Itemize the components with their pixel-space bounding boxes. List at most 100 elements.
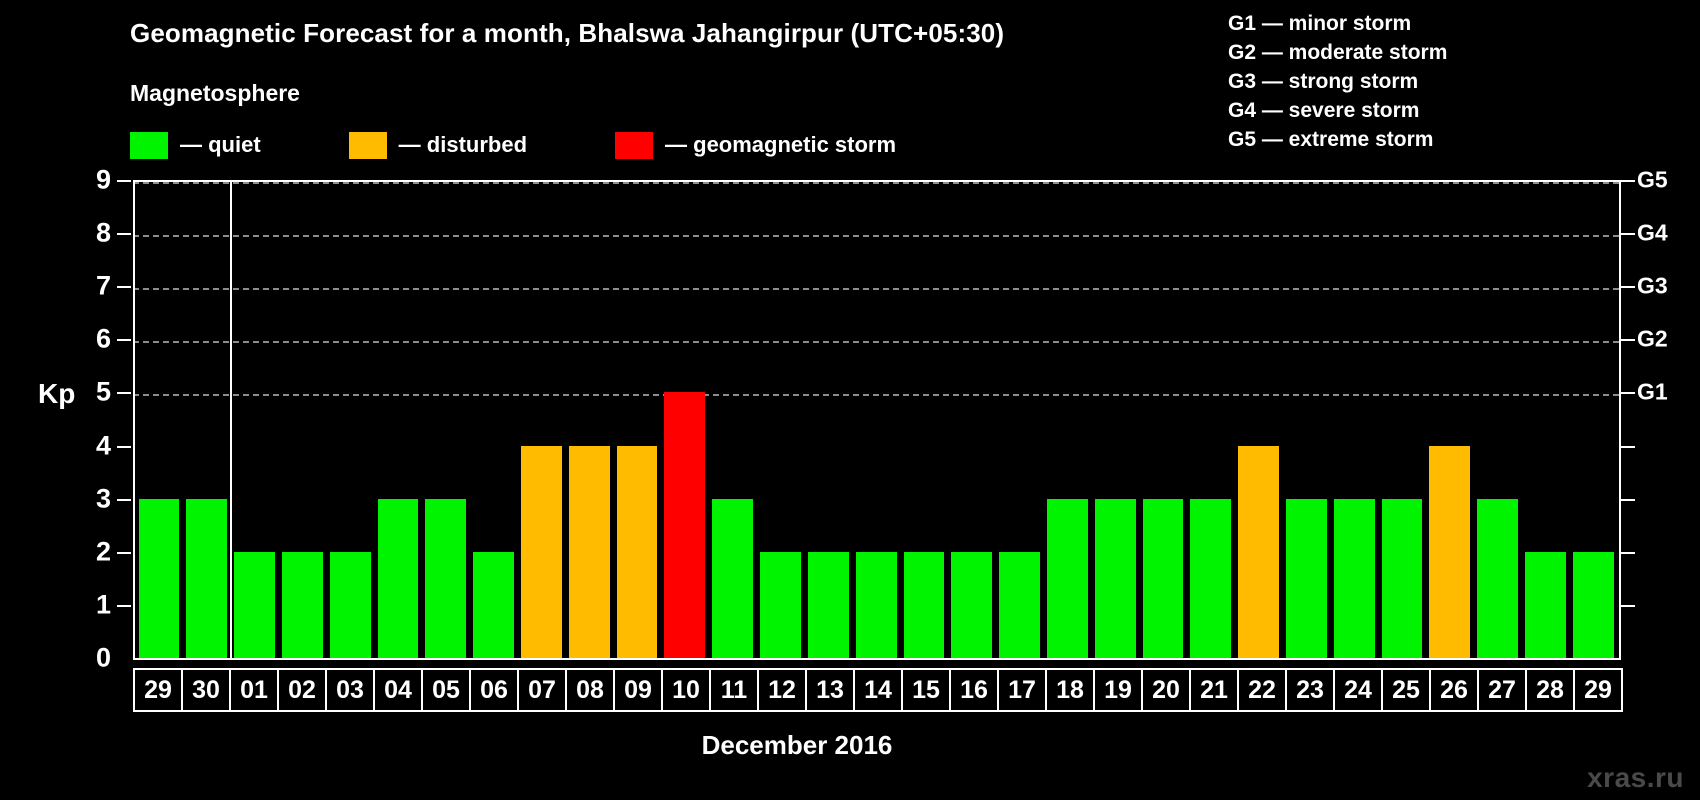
bar-cell[interactable]: [900, 182, 948, 658]
bar-14[interactable]: [855, 551, 897, 658]
date-label-13[interactable]: 12: [757, 668, 807, 712]
bar-cell[interactable]: [183, 182, 231, 658]
bar-cell[interactable]: [1139, 182, 1187, 658]
bar-05[interactable]: [425, 498, 467, 658]
bar-cell[interactable]: [470, 182, 518, 658]
g-axis-label-g5: G5: [1637, 166, 1668, 193]
bar-12[interactable]: [760, 551, 801, 658]
date-label-7[interactable]: 06: [469, 668, 519, 712]
date-label-15[interactable]: 14: [853, 668, 903, 712]
bar-cell[interactable]: [1522, 182, 1570, 658]
bar-01[interactable]: [234, 551, 275, 658]
bar-cell[interactable]: [231, 182, 279, 658]
bar-cell[interactable]: [565, 182, 613, 658]
bar-cell[interactable]: [374, 182, 422, 658]
bar-cell[interactable]: [852, 182, 900, 658]
bar-cell[interactable]: [1043, 182, 1091, 658]
date-label-25[interactable]: 24: [1333, 668, 1383, 712]
bar-cell[interactable]: [996, 182, 1044, 658]
bar-29[interactable]: [138, 498, 180, 658]
bar-16[interactable]: [951, 551, 993, 658]
bar-cell[interactable]: [757, 182, 805, 658]
bar-cell[interactable]: [518, 182, 566, 658]
bar-cell[interactable]: [613, 182, 661, 658]
date-label-12[interactable]: 11: [709, 668, 759, 712]
date-label-20[interactable]: 19: [1093, 668, 1143, 712]
date-label-26[interactable]: 25: [1381, 668, 1431, 712]
date-label-21[interactable]: 20: [1141, 668, 1191, 712]
date-label-9[interactable]: 08: [565, 668, 615, 712]
bar-cell[interactable]: [1378, 182, 1426, 658]
bar-11[interactable]: [712, 498, 754, 658]
bar-03[interactable]: [329, 551, 371, 658]
bar-08[interactable]: [568, 445, 610, 658]
bar-cell[interactable]: [1330, 182, 1378, 658]
bar-27[interactable]: [1477, 498, 1519, 658]
bar-25[interactable]: [1381, 498, 1423, 658]
bar-cell[interactable]: [948, 182, 996, 658]
date-label-22[interactable]: 21: [1189, 668, 1239, 712]
date-label-1[interactable]: 30: [181, 668, 231, 712]
date-label-10[interactable]: 09: [613, 668, 663, 712]
date-label-14[interactable]: 13: [805, 668, 855, 712]
date-label-8[interactable]: 07: [517, 668, 567, 712]
bar-04[interactable]: [377, 498, 419, 658]
g-scale-line-g4: G4 — severe storm: [1228, 98, 1420, 122]
bar-cell[interactable]: [278, 182, 326, 658]
bar-26[interactable]: [1429, 445, 1471, 658]
date-label-16[interactable]: 15: [901, 668, 951, 712]
g-axis: G5 G4 G3 G2 G1: [1621, 167, 1700, 662]
date-label-0[interactable]: 29: [133, 668, 183, 712]
bar-30[interactable]: [186, 498, 228, 658]
bar-cell[interactable]: [709, 182, 757, 658]
date-label-4[interactable]: 03: [325, 668, 375, 712]
bar-15[interactable]: [903, 551, 945, 658]
bar-02[interactable]: [281, 551, 323, 658]
plot-area: [133, 180, 1621, 660]
bar-09[interactable]: [616, 445, 658, 658]
date-label-24[interactable]: 23: [1285, 668, 1335, 712]
date-label-11[interactable]: 10: [661, 668, 711, 712]
date-label-28[interactable]: 27: [1477, 668, 1527, 712]
bar-cell[interactable]: [1091, 182, 1139, 658]
bar-cell[interactable]: [1283, 182, 1331, 658]
bar-23[interactable]: [1286, 498, 1327, 658]
date-label-30[interactable]: 29: [1573, 668, 1623, 712]
bar-cell[interactable]: [661, 182, 709, 658]
bar-cell[interactable]: [1187, 182, 1235, 658]
bar-28[interactable]: [1525, 551, 1566, 658]
bar-18[interactable]: [1046, 498, 1088, 658]
bar-cell[interactable]: [422, 182, 470, 658]
bar-17[interactable]: [999, 551, 1040, 658]
bar-cell[interactable]: [1235, 182, 1283, 658]
bar-19[interactable]: [1094, 498, 1136, 658]
bar-13[interactable]: [807, 551, 849, 658]
bar-cell[interactable]: [804, 182, 852, 658]
y-tick-mark-5: [117, 392, 131, 395]
bar-cell[interactable]: [1474, 182, 1522, 658]
date-label-19[interactable]: 18: [1045, 668, 1095, 712]
date-label-27[interactable]: 26: [1429, 668, 1479, 712]
bar-cell[interactable]: [1426, 182, 1474, 658]
bar-21[interactable]: [1190, 498, 1232, 658]
bar-06[interactable]: [473, 551, 514, 658]
date-label-3[interactable]: 02: [277, 668, 327, 712]
g-tick-mark-8: [1621, 233, 1635, 236]
date-label-23[interactable]: 22: [1237, 668, 1287, 712]
bar-10[interactable]: [664, 392, 706, 658]
date-label-2[interactable]: 01: [229, 668, 279, 712]
bar-cell[interactable]: [1569, 182, 1617, 658]
bar-cell[interactable]: [326, 182, 374, 658]
watermark: xras.ru: [1587, 762, 1684, 793]
bar-29[interactable]: [1572, 551, 1614, 658]
date-label-29[interactable]: 28: [1525, 668, 1575, 712]
bar-20[interactable]: [1142, 498, 1184, 658]
bar-24[interactable]: [1333, 498, 1375, 658]
date-label-18[interactable]: 17: [997, 668, 1047, 712]
bar-22[interactable]: [1238, 445, 1279, 658]
bar-07[interactable]: [521, 445, 562, 658]
bar-cell[interactable]: [135, 182, 183, 658]
date-label-5[interactable]: 04: [373, 668, 423, 712]
date-label-6[interactable]: 05: [421, 668, 471, 712]
date-label-17[interactable]: 16: [949, 668, 999, 712]
